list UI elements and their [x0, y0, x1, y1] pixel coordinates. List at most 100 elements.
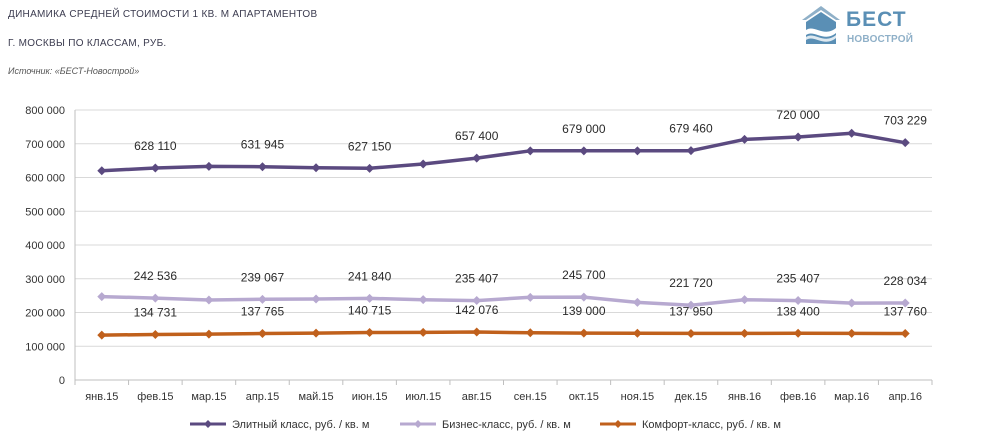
data-label: 679 460	[669, 122, 713, 136]
data-point	[150, 293, 160, 303]
data-point	[97, 166, 107, 176]
data-point	[632, 297, 642, 307]
data-point	[632, 328, 642, 338]
data-point	[579, 292, 589, 302]
y-tick-label: 0	[59, 375, 65, 387]
y-tick-label: 700 000	[25, 139, 65, 151]
x-axis: янв.15 фев.15 мар.15 апр.15 май.15 июн.15 июл.…	[74, 379, 933, 403]
legend-label: Элитный класс, руб. / кв. м	[232, 419, 369, 431]
x-tick-label: май.15	[298, 391, 333, 403]
x-tick-label: фев.16	[780, 391, 816, 403]
data-point	[365, 163, 375, 173]
x-tick-label: дек.15	[675, 391, 708, 403]
data-point	[472, 296, 482, 306]
x-tick-label: апр.16	[888, 391, 921, 403]
data-point	[97, 330, 107, 340]
series-line	[101, 294, 906, 307]
chart-title-line-2: Г. МОСКВЫ ПО КЛАССАМ, РУБ.	[8, 38, 167, 49]
chart-grid	[75, 109, 932, 347]
data-point	[686, 328, 696, 338]
legend-label: Бизнес-класс, руб. / кв. м	[442, 419, 571, 431]
data-point	[472, 327, 482, 337]
data-point	[418, 327, 428, 337]
x-tick-label: мар.16	[834, 391, 869, 403]
x-tick-label: янв.16	[728, 391, 761, 403]
legend-item-1: Элитный класс, руб. / кв. м	[190, 419, 369, 431]
data-point	[900, 138, 910, 148]
data-point	[525, 146, 535, 156]
data-point	[900, 329, 910, 339]
data-point	[418, 295, 428, 305]
y-tick-label: 800 000	[25, 105, 65, 117]
data-label: 142 076	[455, 303, 499, 317]
data-point	[900, 298, 910, 308]
data-point	[311, 328, 321, 338]
data-point	[150, 163, 160, 173]
series-layer	[97, 128, 910, 340]
data-point	[204, 329, 214, 339]
data-point	[204, 295, 214, 305]
data-point	[257, 294, 267, 304]
series-3	[97, 327, 910, 340]
x-tick-label: янв.15	[85, 391, 118, 403]
series-2	[97, 292, 910, 310]
data-point	[365, 293, 375, 303]
data-label: 137 950	[669, 304, 713, 318]
data-label: 140 715	[348, 304, 392, 318]
data-label: 631 945	[241, 138, 285, 152]
data-label: 235 407	[455, 272, 499, 286]
x-tick-label: мар.15	[191, 391, 226, 403]
data-point	[793, 328, 803, 338]
data-point	[311, 294, 321, 304]
data-point	[579, 146, 589, 156]
logo-sub-text: НОВОСТРОЙ	[847, 34, 914, 45]
data-label: 245 700	[562, 268, 606, 282]
data-label: 235 407	[776, 272, 820, 286]
legend-swatch-marker	[614, 420, 622, 428]
data-labels-layer: 628 110 631 945 627 150 657 400 679 000 679 4…	[134, 108, 928, 320]
series-line	[101, 330, 906, 337]
data-label: 679 000	[562, 122, 606, 136]
chart-title-line-1: ДИНАМИКА СРЕДНЕЙ СТОИМОСТИ 1 КВ. М АПАРТ…	[8, 9, 318, 20]
data-point	[311, 163, 321, 173]
data-point	[740, 295, 750, 305]
x-tick-label: окт.15	[569, 391, 599, 403]
data-label: 221 720	[669, 276, 713, 290]
legend-item-3: Комфорт-класс, руб. / кв. м	[600, 419, 781, 431]
x-tick-label: июн.15	[352, 391, 388, 403]
legend-label: Комфорт-класс, руб. / кв. м	[642, 419, 781, 431]
data-label: 134 731	[134, 306, 178, 320]
house-logo-icon	[802, 6, 840, 44]
data-point	[97, 292, 107, 302]
data-point	[579, 328, 589, 338]
data-point	[740, 328, 750, 338]
data-point	[150, 330, 160, 340]
data-point	[740, 134, 750, 144]
brand-logo: БЕСТ НОВОСТРОЙ	[800, 4, 940, 50]
x-tick-label: фев.15	[137, 391, 173, 403]
data-point	[793, 296, 803, 306]
y-axis: 0 100 000 200 000 300 000 400 000 500 000 600 …	[25, 105, 76, 387]
data-label: 239 067	[241, 270, 285, 284]
data-point	[632, 146, 642, 156]
data-label: 657 400	[455, 129, 499, 143]
y-tick-label: 300 000	[25, 274, 65, 286]
data-label: 137 765	[241, 305, 285, 319]
data-label: 137 760	[884, 305, 928, 319]
data-point	[472, 153, 482, 163]
y-tick-label: 500 000	[25, 206, 65, 218]
series-line	[101, 131, 906, 173]
data-label: 228 034	[884, 274, 928, 288]
x-tick-label: авг.15	[462, 391, 492, 403]
y-tick-label: 600 000	[25, 173, 65, 185]
data-label: 720 000	[776, 108, 820, 122]
data-point	[418, 159, 428, 169]
x-tick-label: ноя.15	[621, 391, 654, 403]
data-label: 627 150	[348, 139, 392, 153]
data-label: 139 000	[562, 304, 606, 318]
series-1	[97, 128, 910, 176]
data-point	[686, 146, 696, 156]
data-point	[686, 300, 696, 310]
data-point	[257, 329, 267, 339]
